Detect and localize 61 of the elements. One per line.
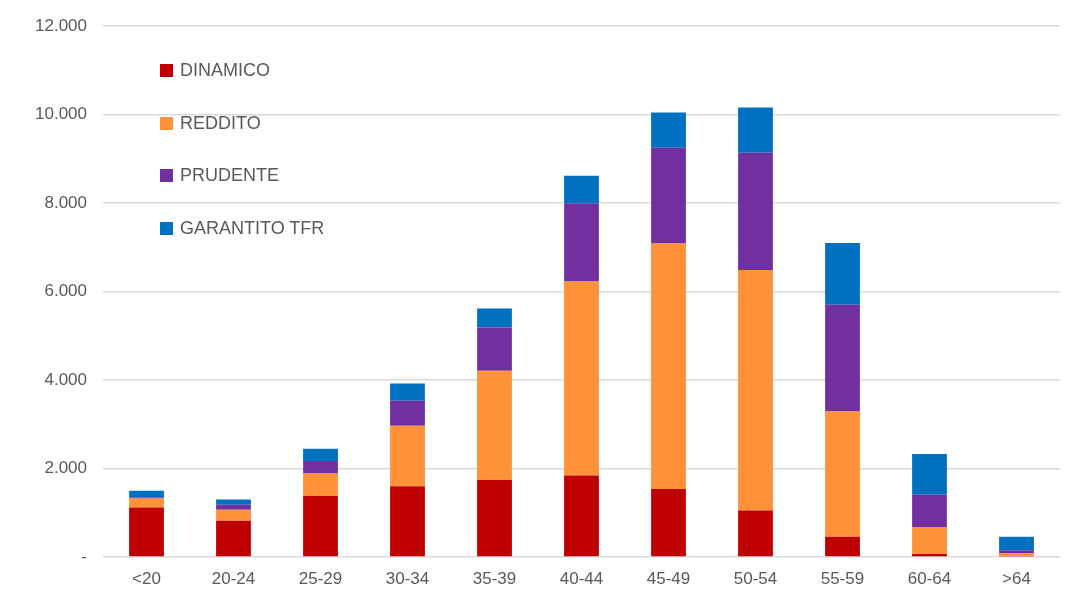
bar xyxy=(216,504,251,510)
bar xyxy=(738,269,773,511)
bar xyxy=(912,526,947,554)
x-tick-label: 40-44 xyxy=(559,568,604,588)
bar xyxy=(912,453,947,495)
bar xyxy=(825,304,860,412)
bar xyxy=(825,536,860,557)
legend-label: PRUDENTE xyxy=(180,165,280,187)
x-tick-label: 35-39 xyxy=(472,568,517,588)
bar xyxy=(477,370,512,481)
y-tick-label: 2.000 xyxy=(44,458,87,478)
bar xyxy=(651,147,686,244)
y-tick-label: 4.000 xyxy=(44,369,87,389)
x-tick-label: >64 xyxy=(1002,568,1031,588)
x-tick-label: <20 xyxy=(132,568,161,588)
legend-label: REDDITO xyxy=(180,112,261,134)
bar xyxy=(825,411,860,537)
bar xyxy=(477,480,512,557)
bar xyxy=(216,499,251,505)
bar xyxy=(825,242,860,305)
y-tick-label: 8.000 xyxy=(44,192,87,212)
x-tick-label: 45-49 xyxy=(646,568,691,588)
bar xyxy=(564,281,599,476)
bar xyxy=(999,536,1034,551)
bar xyxy=(129,507,164,557)
bar xyxy=(129,498,164,508)
y-tick-label: 6.000 xyxy=(44,281,87,301)
x-tick-label: 30-34 xyxy=(385,568,430,588)
bar xyxy=(477,308,512,328)
bar xyxy=(390,486,425,557)
bar xyxy=(303,448,338,462)
bar xyxy=(303,461,338,474)
y-tick-label: 12.000 xyxy=(35,15,87,35)
x-tick-label: 50-54 xyxy=(733,568,778,588)
legend-label: GARANTITO TFR xyxy=(180,218,325,240)
x-tick-label: 20-24 xyxy=(211,568,256,588)
bar xyxy=(303,473,338,496)
bar xyxy=(912,494,947,527)
y-tick-label: 10.000 xyxy=(35,104,87,124)
bar xyxy=(738,510,773,557)
bar xyxy=(390,383,425,401)
bar xyxy=(564,475,599,557)
y-tick-label: - xyxy=(81,546,87,566)
bar xyxy=(129,490,164,498)
bar xyxy=(651,243,686,489)
bar xyxy=(216,509,251,521)
legend-label: DINAMICO xyxy=(180,60,270,82)
bar xyxy=(564,203,599,282)
bar xyxy=(651,112,686,148)
x-tick-label: 25-29 xyxy=(298,568,343,588)
bar xyxy=(564,175,599,204)
bar xyxy=(477,327,512,371)
bar xyxy=(390,425,425,487)
bar xyxy=(738,152,773,270)
bar xyxy=(390,400,425,426)
bar xyxy=(651,488,686,557)
x-tick-label: 60-64 xyxy=(907,568,952,588)
bar xyxy=(738,107,773,153)
bar xyxy=(216,520,251,557)
bar xyxy=(303,495,338,557)
x-tick-label: 55-59 xyxy=(820,568,865,588)
